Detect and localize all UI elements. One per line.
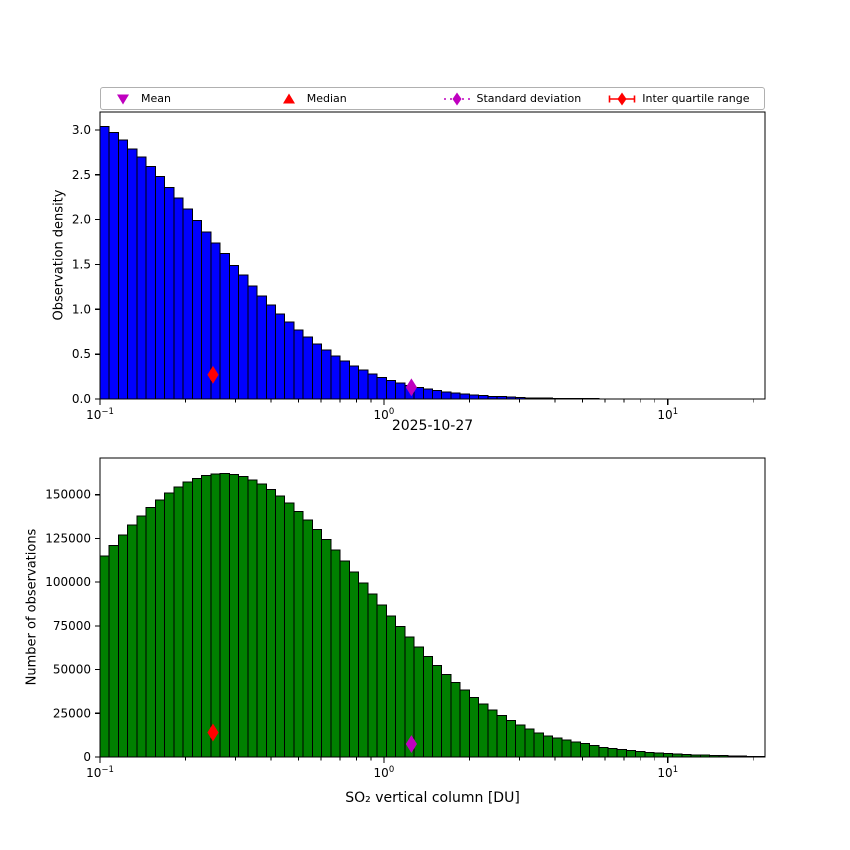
svg-text:1.0: 1.0 (72, 302, 91, 316)
median-triangle-up-icon (282, 93, 295, 103)
legend-item-standard-deviation: Standard deviation (433, 92, 599, 106)
svg-text:25000: 25000 (53, 706, 91, 720)
so2-x-axis-label: SO₂ vertical column [DU] (345, 790, 520, 806)
count-histogram-plot: 10−1 100 101 0 25000 50000 75000 100000 125000 15… (45, 457, 766, 780)
standard-deviation-diamond-icon (443, 92, 470, 105)
svg-text:0.0: 0.0 (72, 392, 91, 406)
standard-deviation-marker (405, 378, 417, 397)
svg-text:2.5: 2.5 (72, 168, 91, 182)
svg-text:100: 100 (374, 407, 395, 422)
svg-text:0.5: 0.5 (72, 347, 91, 361)
density-histogram-plot: 10−1 100 101 0.0 0.5 1.0 1.5 2.0 2.5 3.0 (72, 111, 766, 422)
legend-item-mean: Mean (101, 92, 267, 106)
svg-text:150000: 150000 (45, 488, 91, 502)
svg-text:10−1: 10−1 (86, 407, 114, 422)
count-y-axis-label: Number of observations (24, 528, 40, 686)
svg-text:1.5: 1.5 (72, 257, 91, 271)
svg-text:100: 100 (374, 765, 395, 780)
svg-text:3.0: 3.0 (72, 123, 91, 137)
svg-text:125000: 125000 (45, 531, 91, 545)
svg-text:101: 101 (657, 765, 678, 780)
svg-text:100000: 100000 (45, 575, 91, 589)
legend-label-inter-quartile-range: Inter quartile range (642, 92, 750, 105)
svg-text:0: 0 (83, 750, 91, 764)
svg-text:10−1: 10−1 (86, 765, 114, 780)
mean-triangle-down-icon (117, 94, 129, 104)
legend-label-standard-deviation: Standard deviation (476, 92, 582, 105)
legend-label-mean: Mean (141, 92, 171, 105)
legend-item-median: Median (267, 92, 433, 106)
inter-quartile-range-diamond-icon (608, 92, 636, 105)
legend-item-inter-quartile-range: Inter quartile range (598, 92, 764, 106)
standard-deviation-marker (405, 735, 417, 754)
legend-label-median: Median (306, 92, 347, 105)
date-label: 2025-10-27 (391, 418, 474, 434)
inter-quartile-range-marker (207, 723, 219, 742)
svg-text:75000: 75000 (53, 619, 91, 633)
svg-text:2.0: 2.0 (72, 213, 91, 227)
svg-text:101: 101 (657, 407, 678, 422)
legend: Mean Median Standard deviation Inter qua… (100, 87, 765, 110)
density-y-axis-label: Observation density (51, 189, 67, 321)
inter-quartile-range-marker (207, 365, 219, 384)
svg-text:50000: 50000 (53, 663, 91, 677)
